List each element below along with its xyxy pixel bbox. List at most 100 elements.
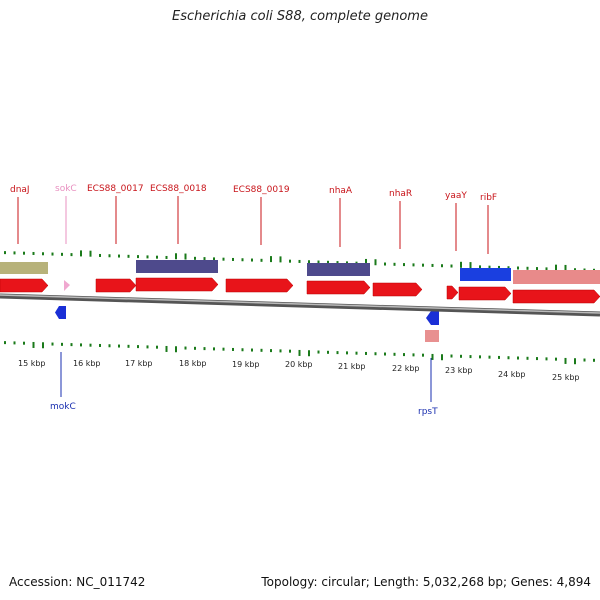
gc-tick — [403, 263, 405, 267]
forward-cds-arrow — [306, 280, 371, 295]
gc-tick — [156, 255, 158, 259]
gc-tick — [184, 346, 187, 350]
gc-tick — [99, 253, 101, 257]
forward-cds-arrow — [372, 282, 423, 297]
gc-tick — [175, 253, 177, 260]
gc-tick — [488, 265, 491, 269]
forward-cds-arrow — [225, 278, 294, 293]
gc-tick — [222, 347, 225, 351]
gc-tick — [355, 351, 358, 355]
gc-tick — [118, 254, 120, 258]
gc-tick — [593, 358, 595, 362]
gc-tick — [51, 252, 54, 256]
gene-label: rpsT — [418, 407, 438, 417]
gc-tick — [99, 343, 101, 347]
forward-cds-arrow — [135, 277, 219, 292]
reverse-feature-block — [425, 330, 439, 342]
gene-label: ECS88_0017 — [87, 184, 144, 194]
gene-label: ECS88_0019 — [233, 185, 290, 195]
gc-tick — [412, 263, 415, 267]
gc-tick — [203, 257, 206, 261]
gc-tick — [279, 256, 282, 263]
accession-label: Accession: NC_011742 — [9, 575, 146, 589]
gc-tick — [70, 253, 73, 257]
gc-tick — [61, 342, 63, 346]
gc-tick — [232, 347, 234, 351]
gc-tick — [327, 350, 329, 354]
scale-label: 17 kbp — [125, 359, 153, 368]
gc-tick — [526, 356, 529, 360]
gene-label: dnaJ — [10, 185, 30, 195]
gc-content-inner-track — [4, 341, 595, 365]
gc-tick — [203, 347, 206, 351]
gc-tick — [222, 257, 225, 261]
gene-label: nhaR — [389, 189, 412, 199]
gc-tick — [165, 255, 168, 259]
gc-tick — [498, 355, 500, 359]
gc-tick — [479, 355, 481, 359]
gc-tick — [431, 263, 434, 267]
gc-tick — [270, 349, 272, 353]
gene-label: nhaA — [329, 186, 353, 196]
backbone-highlight — [0, 294, 600, 314]
gc-tick — [13, 251, 16, 255]
gc-tick — [317, 350, 320, 354]
gc-tick — [165, 345, 168, 352]
gc-tick — [156, 345, 158, 349]
gene-label: yaaY — [445, 191, 467, 201]
kbp-scale: 15 kbp 16 kbp 17 kbp 18 kbp 19 kbp 20 kbp 21 k… — [18, 359, 580, 382]
gc-tick — [479, 265, 481, 269]
gc-tick — [574, 268, 576, 272]
gc-tick — [80, 343, 82, 347]
scale-label: 15 kbp — [18, 359, 46, 368]
scale-label: 24 kbp — [498, 370, 526, 379]
gc-tick — [51, 342, 54, 346]
gc-tick — [469, 262, 472, 269]
feature-block — [307, 263, 370, 276]
gc-tick — [507, 356, 510, 360]
forward-cds-arrow — [446, 285, 459, 300]
gc-tick — [137, 345, 139, 349]
gc-tick — [393, 352, 396, 356]
gc-tick — [70, 343, 73, 347]
gc-tick — [517, 356, 519, 360]
gc-tick — [403, 353, 405, 357]
gc-tick — [308, 260, 310, 264]
forward-cds-arrow — [95, 278, 137, 293]
forward-cds-arrow — [0, 278, 49, 293]
scale-label: 23 kbp — [445, 366, 473, 375]
gc-tick — [460, 354, 462, 358]
gc-tick — [270, 256, 272, 263]
scale-label: 19 kbp — [232, 360, 260, 369]
gc-tick — [184, 253, 187, 260]
gc-tick — [308, 350, 310, 357]
gc-tick — [469, 355, 472, 359]
gc-tick — [127, 254, 130, 258]
backbone-line — [0, 293, 600, 317]
forward-cds-arrow — [512, 289, 600, 304]
gc-tick — [42, 252, 44, 256]
gc-tick — [298, 349, 301, 356]
reverse-cds-arrow — [426, 311, 439, 325]
gc-tick — [194, 256, 196, 260]
genome-backbone — [0, 293, 600, 317]
gc-tick — [536, 357, 538, 361]
gc-tick — [450, 264, 453, 268]
gc-tick — [175, 346, 177, 353]
genome-summary: Topology: circular; Length: 5,032,268 bp… — [261, 575, 591, 589]
gc-tick — [137, 255, 139, 259]
gene-label: ribF — [480, 193, 497, 203]
gc-tick — [526, 266, 529, 270]
gc-tick — [517, 266, 519, 270]
gc-tick — [13, 341, 16, 345]
gc-tick — [89, 250, 92, 257]
gc-tick — [260, 348, 263, 352]
gc-tick — [251, 348, 253, 352]
gc-tick — [460, 261, 462, 268]
gc-tick — [564, 264, 567, 271]
gc-tick — [251, 258, 253, 262]
gc-tick — [412, 353, 415, 357]
gc-tick — [507, 266, 510, 270]
gc-tick — [431, 353, 434, 360]
